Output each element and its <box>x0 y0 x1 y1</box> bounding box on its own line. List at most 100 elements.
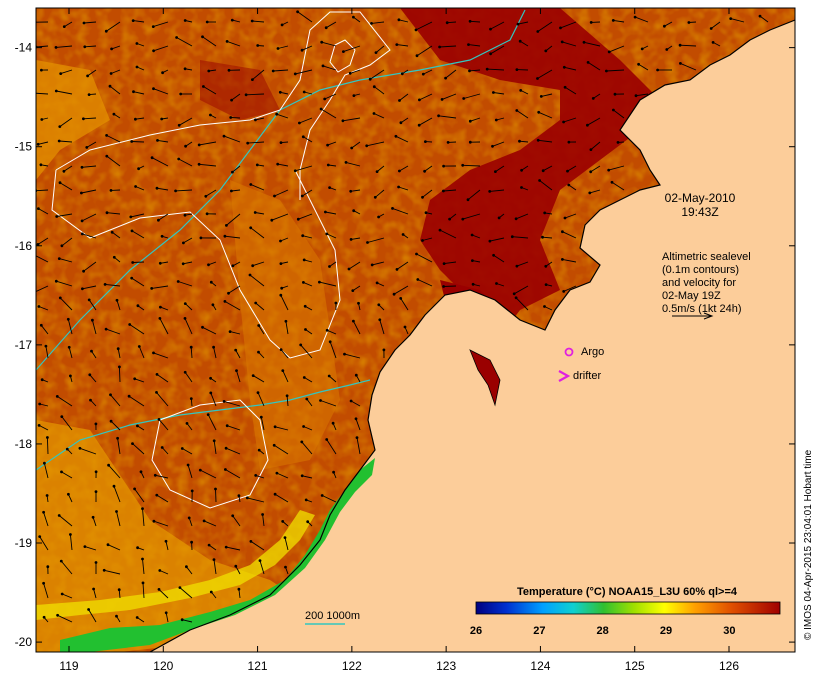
velocity-arrow <box>322 495 337 503</box>
velocity-arrow-head <box>541 169 545 173</box>
velocity-arrow-head <box>273 194 276 198</box>
velocity-arrow <box>134 488 145 503</box>
velocity-arrow-head <box>137 345 141 348</box>
velocity-arrow-head <box>514 296 518 300</box>
velocity-arrow-head <box>489 52 492 56</box>
velocity-arrow <box>93 588 97 599</box>
velocity-arrow-head <box>234 564 238 568</box>
velocity-arrow-head <box>69 533 72 536</box>
velocity-arrow <box>89 374 97 383</box>
velocity-arrow-head <box>293 169 297 173</box>
velocity-arrow-head <box>285 394 289 398</box>
velocity-arrow-head <box>365 144 369 148</box>
velocity-arrow <box>284 537 289 551</box>
velocity-arrow <box>235 349 241 359</box>
velocity-arrow-head <box>391 207 394 210</box>
velocity-arrow-head <box>39 163 43 167</box>
velocity-arrow <box>375 189 385 198</box>
velocity-arrow-head <box>136 424 139 428</box>
velocity-arrow <box>608 165 625 171</box>
velocity-arrow <box>108 464 121 479</box>
velocity-arrow <box>105 328 121 335</box>
velocity-arrow-head <box>152 351 155 355</box>
velocity-arrow <box>516 261 529 267</box>
velocity-arrow-head <box>189 397 193 400</box>
velocity-arrow-head <box>207 263 210 267</box>
velocity-arrow-head <box>197 162 201 166</box>
velocity-arrow <box>319 281 337 287</box>
velocity-arrow <box>131 277 145 287</box>
velocity-arrow <box>106 21 121 32</box>
velocity-arrow <box>303 281 313 287</box>
velocity-arrow <box>205 189 217 197</box>
velocity-arrow-head <box>421 195 424 199</box>
velocity-arrow-head <box>328 265 331 268</box>
velocity-arrow-head <box>589 21 593 24</box>
velocity-arrow <box>274 426 289 431</box>
velocity-arrow <box>202 326 217 335</box>
velocity-arrow-head <box>640 47 644 51</box>
velocity-arrow <box>63 165 73 172</box>
velocity-arrow-head <box>67 492 70 496</box>
velocity-arrow-head <box>488 190 492 193</box>
velocity-arrow-head <box>370 22 373 25</box>
velocity-arrow <box>86 141 97 148</box>
velocity-arrow-head <box>326 163 330 167</box>
velocity-arrow-head <box>612 108 615 112</box>
velocity-arrow-head <box>729 17 733 20</box>
velocity-arrow <box>273 69 289 72</box>
velocity-arrow-head <box>400 72 404 76</box>
velocity-arrow <box>153 88 169 95</box>
velocity-arrow-head <box>89 398 92 402</box>
velocity-arrow-head <box>40 118 44 121</box>
velocity-arrow <box>208 544 217 551</box>
velocity-arrow <box>562 41 577 47</box>
velocity-arrow-head <box>562 65 566 69</box>
velocity-arrow <box>471 234 481 239</box>
colorbar-tick-label: 29 <box>660 625 672 637</box>
velocity-arrow <box>203 86 217 95</box>
velocity-arrow-head <box>133 487 137 491</box>
velocity-arrow <box>88 609 97 623</box>
colorbar-tick-label: 27 <box>533 625 545 637</box>
velocity-arrow-head <box>395 268 399 271</box>
velocity-arrow <box>355 418 361 431</box>
velocity-arrow-head <box>442 189 445 193</box>
velocity-arrow-head <box>296 217 300 221</box>
sealevel-contour-3 <box>151 399 269 509</box>
velocity-arrow <box>56 280 73 287</box>
velocity-arrow <box>36 255 49 263</box>
velocity-arrow <box>231 93 241 101</box>
velocity-arrow-head <box>301 135 305 139</box>
velocity-arrow <box>517 21 529 25</box>
velocity-arrow <box>609 45 625 53</box>
velocity-arrow <box>232 515 241 527</box>
velocity-arrow-head <box>224 446 228 450</box>
velocity-arrow-head <box>567 140 571 144</box>
velocity-arrow-head <box>254 301 258 305</box>
velocity-arrow-head <box>332 470 335 474</box>
velocity-arrow <box>638 63 649 71</box>
lat-tick-label: -17 <box>15 338 33 352</box>
velocity-arrow <box>439 229 457 239</box>
velocity-arrow <box>226 40 241 47</box>
colorbar-tick-label: 28 <box>597 625 609 637</box>
velocity-arrow-head <box>155 373 159 376</box>
velocity-arrow-head <box>538 179 541 182</box>
velocity-arrow-head <box>656 68 659 72</box>
velocity-arrow-head <box>90 349 93 353</box>
sea-band <box>230 180 340 470</box>
velocity-arrow-head <box>205 212 209 216</box>
velocity-arrow-head <box>417 123 421 127</box>
velocity-arrow <box>422 237 433 241</box>
velocity-arrow-head <box>280 286 284 290</box>
velocity-arrow-head <box>184 144 188 148</box>
velocity-arrow-head <box>40 68 43 72</box>
velocity-arrow <box>129 324 145 335</box>
velocity-arrow <box>84 546 97 551</box>
velocity-arrow-head <box>296 10 299 14</box>
velocity-arrow-head <box>46 436 49 439</box>
coast-yellow <box>36 510 315 620</box>
velocity-arrow-head <box>57 139 61 143</box>
land <box>150 8 795 652</box>
